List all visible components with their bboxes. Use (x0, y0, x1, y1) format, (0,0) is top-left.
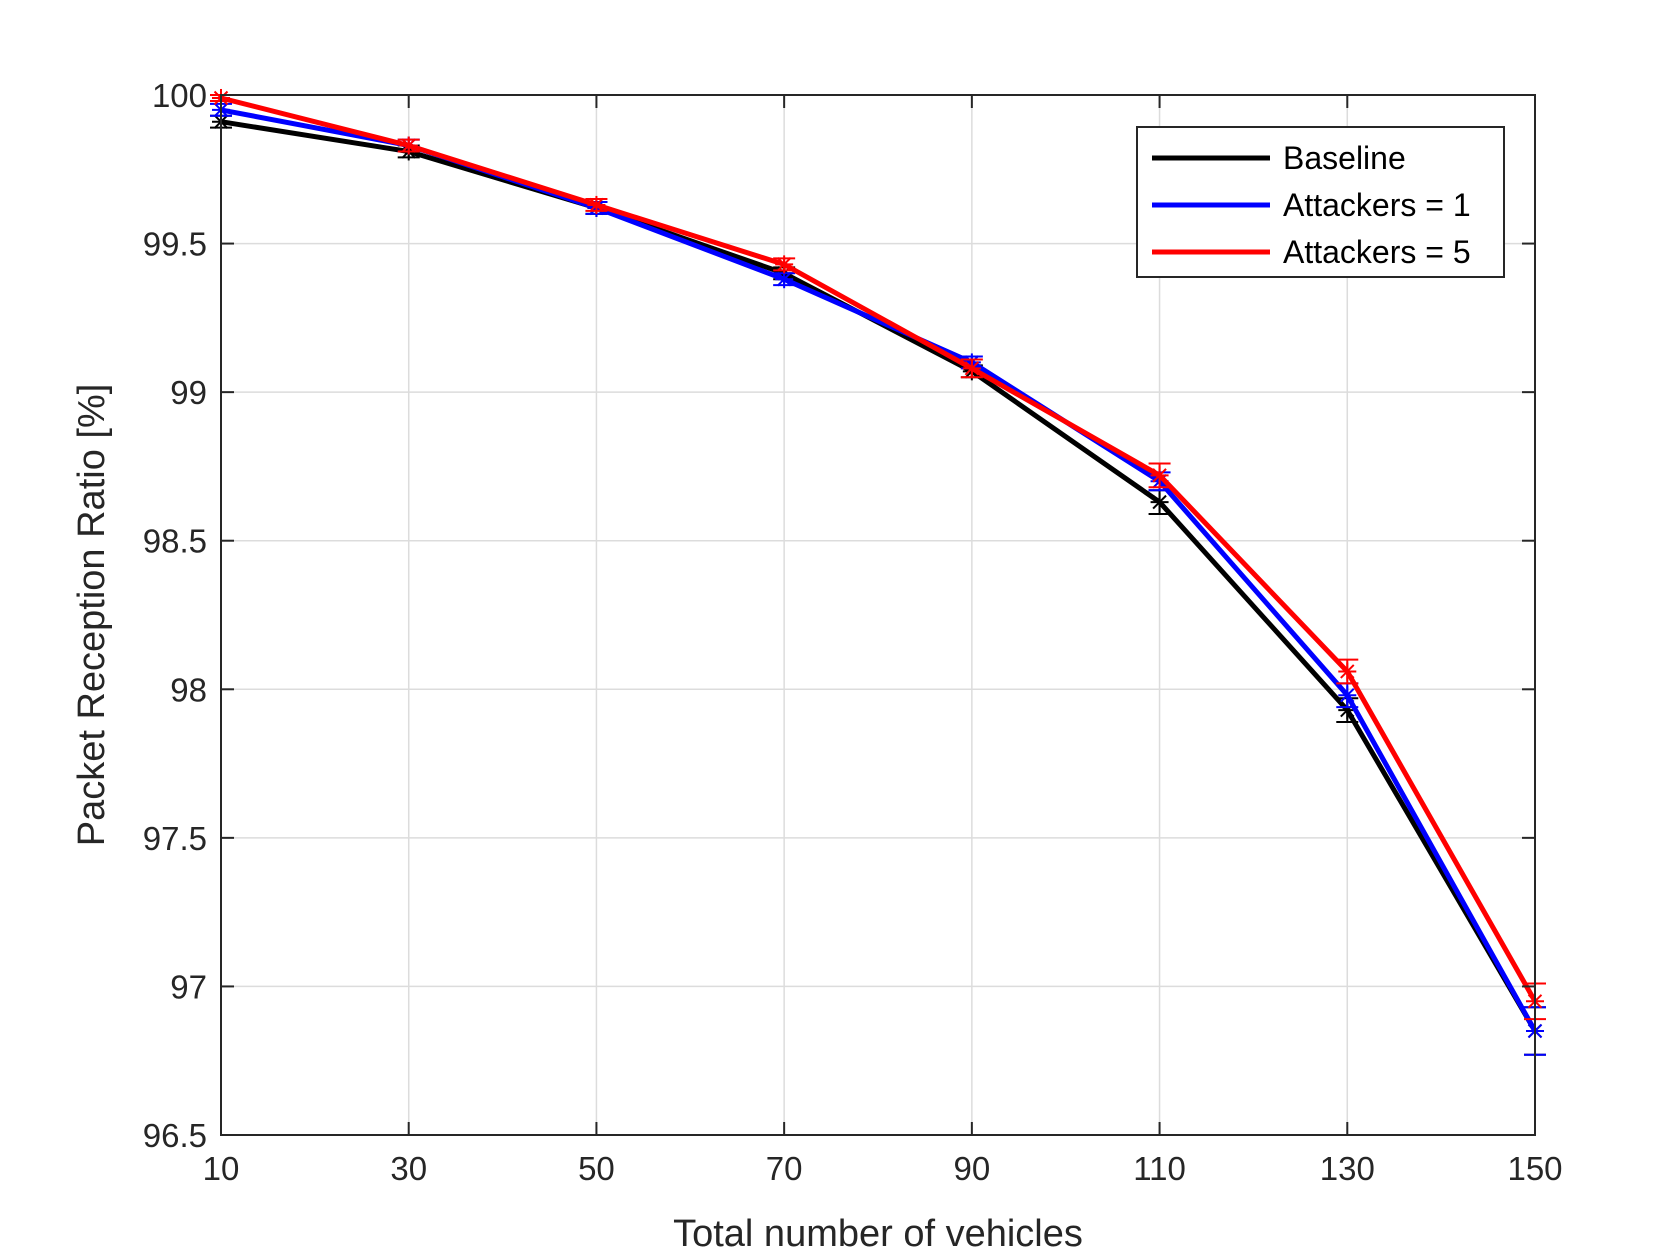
x-tick-label: 150 (1507, 1150, 1562, 1187)
y-tick-label: 97 (170, 968, 207, 1005)
data-point (587, 195, 606, 214)
x-tick-label: 10 (203, 1150, 240, 1187)
x-tick-label: 70 (766, 1150, 803, 1187)
data-point (1338, 686, 1357, 705)
legend: Baseline Attackers = 1 Attackers = 5 (1136, 126, 1505, 278)
y-axis-label: Packet Reception Ratio [%] (71, 384, 113, 847)
y-tick-label: 99 (170, 374, 207, 411)
marker-stroke (1340, 688, 1355, 703)
y-tick-label: 100 (152, 77, 207, 114)
y-tick-label: 98 (170, 671, 207, 708)
legend-label: Attackers = 5 (1283, 234, 1471, 270)
marker-stroke (401, 138, 416, 153)
y-tick-label: 97.5 (143, 820, 207, 857)
x-axis-label: Total number of vehicles (673, 1213, 1083, 1255)
y-tick-label: 96.5 (143, 1117, 207, 1154)
data-point (962, 359, 981, 378)
legend-box (1136, 126, 1505, 278)
marker-stroke (964, 361, 980, 376)
data-point (399, 136, 418, 155)
legend-label: Attackers = 1 (1283, 187, 1471, 223)
marker-stroke (776, 272, 792, 287)
marker-stroke (776, 257, 792, 272)
plot-frame (220, 94, 1536, 1136)
series-line (220, 95, 1538, 1003)
legend-label: Baseline (1283, 140, 1406, 176)
marker-stroke (589, 197, 604, 213)
x-tick-label: 50 (578, 1150, 615, 1187)
marker-stroke (1340, 664, 1355, 679)
data-point (775, 255, 794, 274)
y-tick-label: 99.5 (143, 226, 207, 263)
x-tick-label: 110 (1133, 1150, 1186, 1187)
data-point (1150, 466, 1169, 485)
x-tick-label: 130 (1320, 1150, 1375, 1187)
marker-stroke (1152, 468, 1167, 483)
axis-ticks: 10 30 50 70 90 110 130 150 96.5 97 97.5 98 98.5 99 99.… (143, 77, 1563, 1187)
x-tick-label: 90 (953, 1150, 990, 1187)
data-point (1338, 662, 1357, 681)
marker-stroke (1152, 494, 1167, 510)
data-point (775, 270, 794, 289)
y-tick-label: 98.5 (143, 523, 207, 560)
x-tick-label: 30 (390, 1150, 427, 1187)
data-point (1150, 493, 1169, 512)
